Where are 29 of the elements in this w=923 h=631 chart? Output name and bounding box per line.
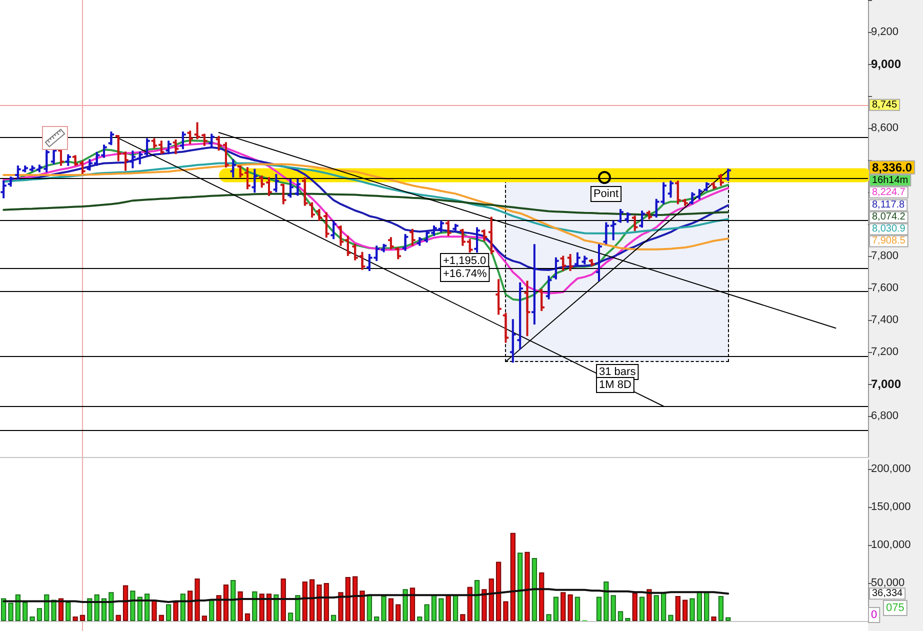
- y-tick-label: 7,600: [871, 282, 899, 294]
- annotation: +1,195.0: [443, 255, 486, 267]
- text: 8,074.2: [872, 212, 906, 223]
- text: 8,030.9: [872, 224, 906, 235]
- y-tick-label: 7,800: [871, 250, 899, 262]
- y-tick-label: 200,000: [871, 463, 911, 476]
- y-tick-label: 8,600: [871, 122, 899, 134]
- annotation: Point: [593, 188, 619, 200]
- y-tick-label: 6,800: [871, 410, 899, 422]
- y-tick-label: 150,000: [871, 501, 911, 514]
- annotation: +16.74%: [443, 268, 487, 280]
- text: 075: [886, 602, 904, 614]
- annotation: 1M 8D: [599, 379, 632, 391]
- text: 8,117.8: [872, 200, 906, 211]
- text: 8,336.0: [872, 160, 912, 174]
- text: 36,334: [872, 588, 904, 600]
- y-tick-label: 7,000: [871, 377, 902, 392]
- text: 7,908.5: [872, 236, 906, 247]
- y-tick-label: 9,200: [871, 26, 899, 38]
- y-tick-label: 100,000: [871, 539, 911, 552]
- y-tick-label: 7,400: [871, 314, 899, 326]
- y-tick-label: 7,200: [871, 346, 899, 358]
- annotation: 31 bars: [599, 366, 636, 378]
- text: 16h14m: [872, 174, 908, 186]
- ref-line-label: 8,745: [872, 99, 898, 110]
- y-tick-label: 50,000: [871, 577, 905, 590]
- y-tick-label: 9,000: [871, 57, 902, 72]
- text: 0: [871, 609, 878, 621]
- text: 8,224.7: [872, 186, 906, 198]
